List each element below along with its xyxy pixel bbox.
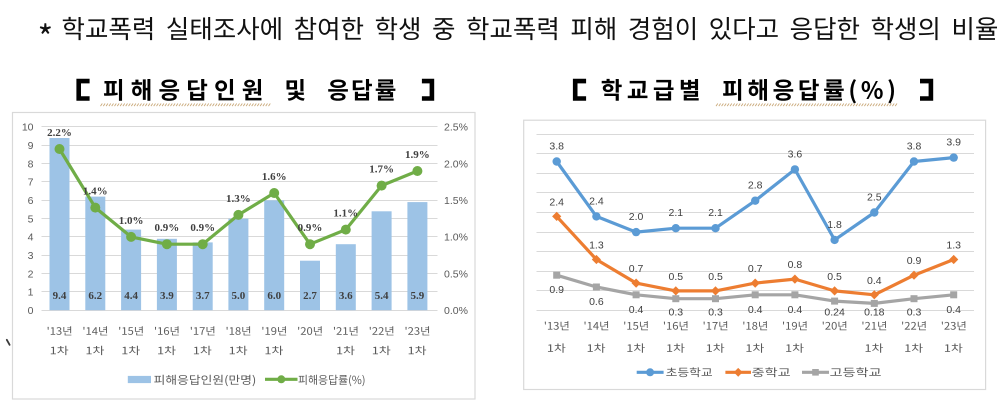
svg-text:0: 0	[28, 305, 34, 317]
svg-text:0.3: 0.3	[907, 307, 922, 319]
svg-text:9: 9	[28, 140, 34, 152]
svg-text:2.5: 2.5	[867, 192, 882, 204]
svg-text:0.3: 0.3	[668, 307, 683, 319]
svg-text:4.4: 4.4	[124, 290, 138, 302]
svg-text:3.9: 3.9	[946, 137, 961, 149]
svg-text:1.0%: 1.0%	[444, 232, 468, 244]
svg-text:2.1: 2.1	[708, 207, 723, 219]
svg-text:1.3: 1.3	[589, 240, 604, 252]
svg-text:0.4: 0.4	[629, 304, 644, 316]
svg-text:3.8: 3.8	[907, 141, 922, 153]
svg-text:5.9: 5.9	[411, 290, 425, 302]
svg-text:0.24: 0.24	[824, 307, 845, 319]
svg-text:2.7: 2.7	[303, 290, 317, 302]
svg-text:0.4: 0.4	[867, 275, 882, 287]
svg-text:0.9%: 0.9%	[155, 222, 180, 234]
svg-text:0.5: 0.5	[827, 271, 842, 283]
svg-text:1.7%: 1.7%	[369, 164, 394, 176]
svg-text:2.4: 2.4	[589, 195, 604, 207]
svg-text:0.9%: 0.9%	[298, 222, 323, 234]
svg-text:10: 10	[22, 122, 34, 134]
svg-text:2.0%: 2.0%	[444, 158, 468, 170]
svg-text:0.7: 0.7	[748, 263, 763, 275]
svg-text:0.5%: 0.5%	[444, 268, 468, 280]
svg-text:0.4: 0.4	[748, 304, 763, 316]
svg-text:1.0%: 1.0%	[119, 215, 144, 227]
svg-text:6.0: 6.0	[267, 290, 281, 302]
svg-text:2.2%: 2.2%	[47, 127, 72, 139]
svg-text:2.8: 2.8	[748, 180, 763, 192]
svg-text:0.18: 0.18	[864, 307, 885, 319]
svg-text:6.2: 6.2	[88, 290, 102, 302]
svg-text:1.6%: 1.6%	[262, 171, 287, 183]
svg-text:3.6: 3.6	[339, 290, 353, 302]
svg-text:2.4: 2.4	[549, 196, 564, 208]
svg-text:0.9: 0.9	[907, 255, 922, 267]
svg-text:8: 8	[28, 158, 34, 170]
svg-text:5: 5	[28, 213, 34, 225]
svg-text:2.5%: 2.5%	[444, 122, 468, 134]
svg-text:5.0: 5.0	[232, 290, 246, 302]
svg-text:2.0: 2.0	[629, 211, 644, 223]
svg-text:0.6: 0.6	[589, 296, 604, 308]
svg-text:5.4: 5.4	[375, 290, 389, 302]
svg-text:6: 6	[28, 195, 34, 207]
svg-text:0.7: 0.7	[629, 263, 644, 275]
svg-text:1.9%: 1.9%	[405, 149, 430, 161]
svg-text:0.4: 0.4	[788, 304, 803, 316]
svg-text:0.3: 0.3	[708, 307, 723, 319]
svg-text:1: 1	[28, 287, 34, 299]
svg-text:2: 2	[28, 268, 34, 280]
svg-text:0.0%: 0.0%	[444, 305, 468, 317]
svg-text:0.5: 0.5	[668, 271, 683, 283]
svg-text:3.9: 3.9	[160, 290, 174, 302]
svg-text:3: 3	[28, 250, 34, 262]
svg-text:9.4: 9.4	[53, 290, 67, 302]
svg-text:1.4%: 1.4%	[83, 186, 108, 198]
svg-text:0.5: 0.5	[708, 271, 723, 283]
svg-text:7: 7	[28, 177, 34, 189]
svg-text:2.1: 2.1	[668, 207, 683, 219]
svg-text:1.5%: 1.5%	[444, 195, 468, 207]
svg-text:1.1%: 1.1%	[333, 208, 358, 220]
svg-text:3.6: 3.6	[788, 148, 803, 160]
svg-text:0.8: 0.8	[788, 259, 803, 271]
svg-text:0.9%: 0.9%	[190, 222, 215, 234]
svg-text:3.7: 3.7	[196, 290, 210, 302]
svg-text:1.8: 1.8	[827, 219, 842, 231]
svg-text:3.8: 3.8	[549, 141, 564, 153]
svg-text:4: 4	[28, 232, 34, 244]
svg-text:0.9: 0.9	[549, 284, 564, 296]
svg-text:0.4: 0.4	[946, 304, 961, 316]
svg-text:1.3%: 1.3%	[226, 193, 251, 205]
svg-text:1.3: 1.3	[946, 240, 961, 252]
